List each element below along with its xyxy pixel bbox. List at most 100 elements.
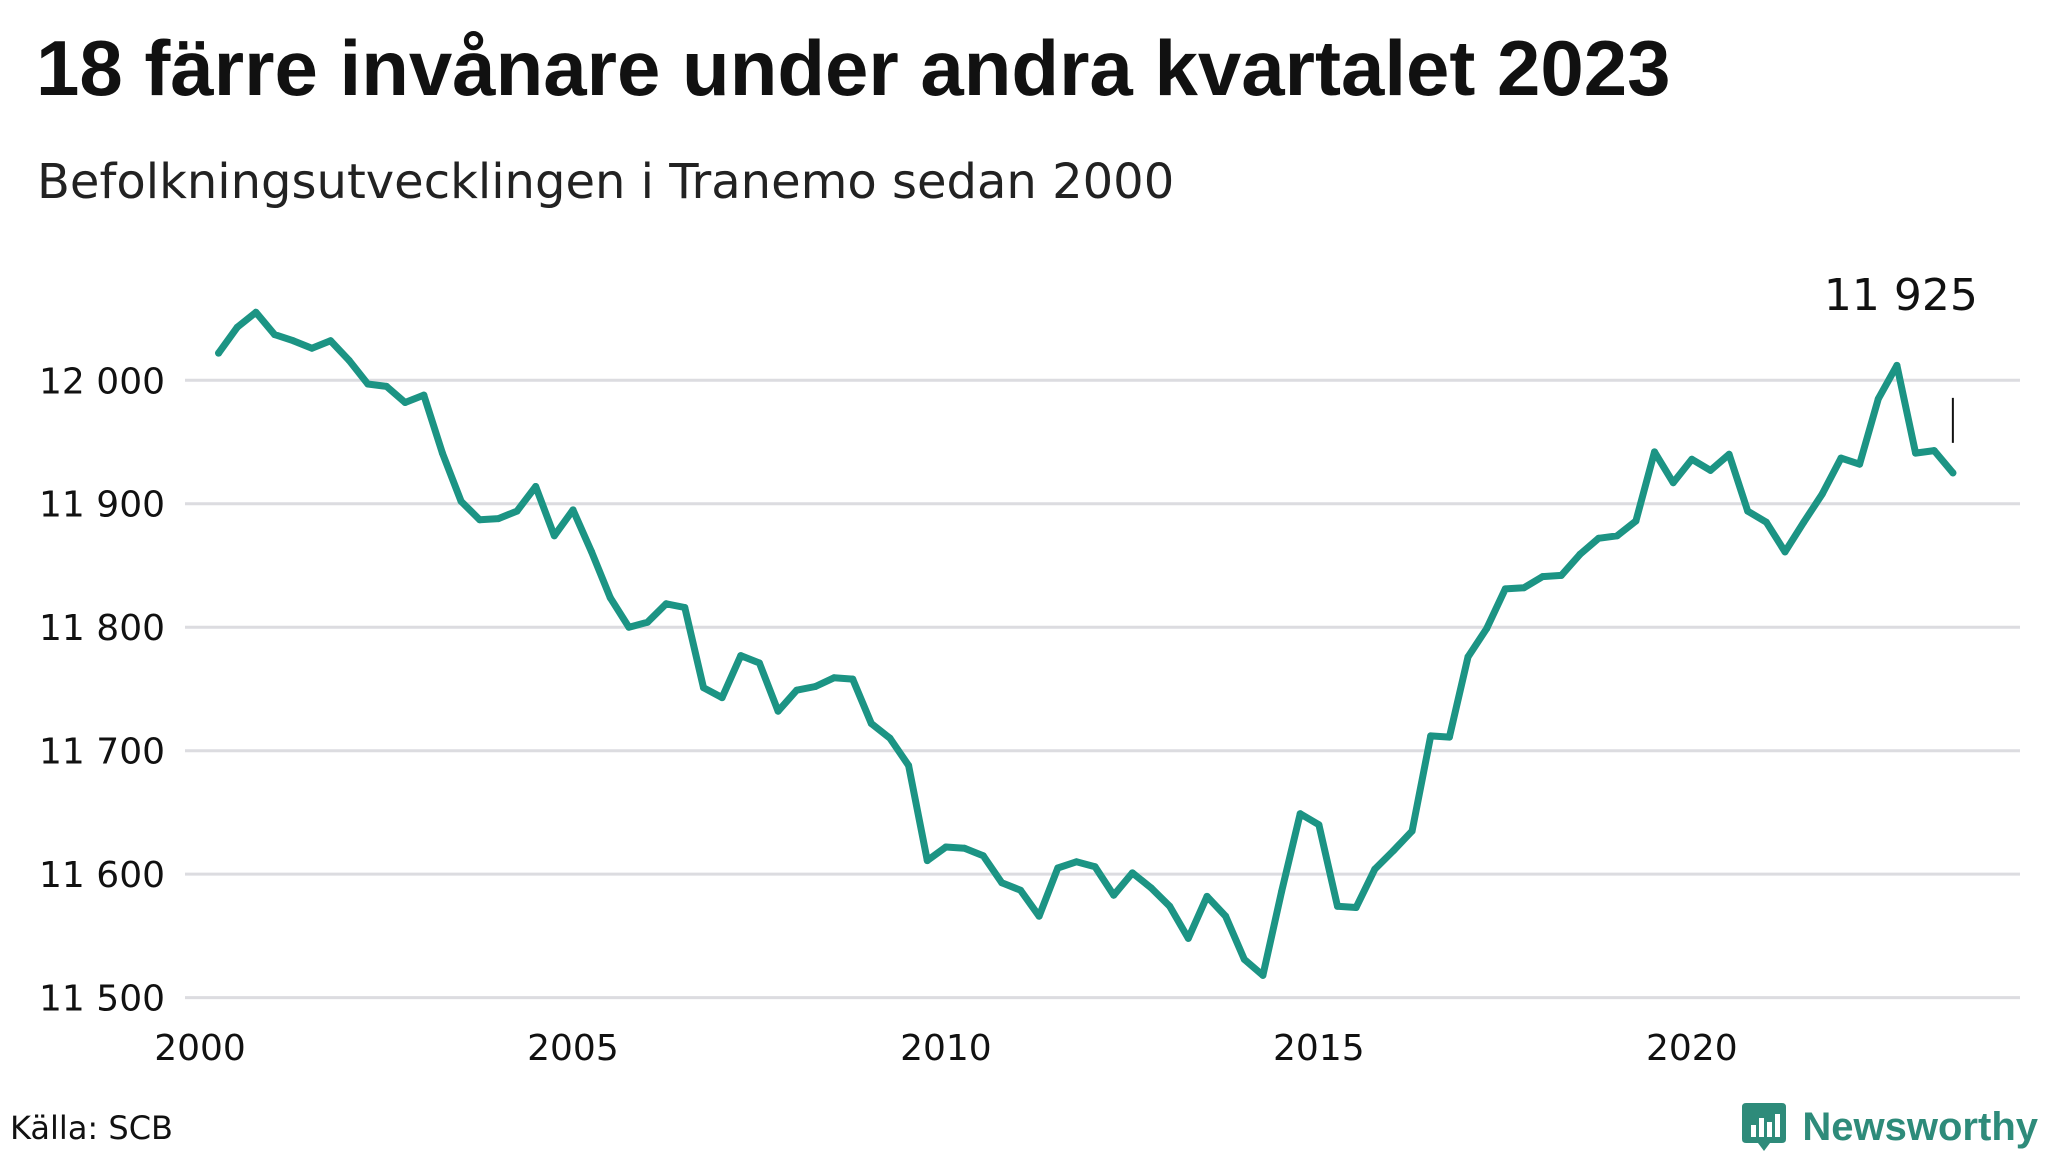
data-point [793,686,801,694]
newsworthy-logo-icon [1742,1103,1787,1151]
data-point [979,852,987,860]
data-point [1501,585,1509,593]
data-point [830,674,838,682]
x-tick-label: 2000 [154,1028,246,1069]
data-point [1128,869,1136,877]
data-point [494,515,502,523]
y-tick-label: 11 600 [39,855,165,896]
data-point [1856,460,1864,468]
data-point [1203,892,1211,900]
data-point [215,349,223,357]
data-point [1278,888,1286,895]
data-point [1054,864,1062,872]
data-point [550,532,558,540]
data-point [1632,517,1640,525]
data-point [1352,904,1360,911]
data-point [1893,361,1901,369]
data-point [1595,534,1603,542]
chart-subtitle: Befolkningsutvecklingen i Tranemo sedan … [37,154,1175,210]
data-point [1688,455,1696,463]
data-point [289,337,297,345]
data-point [569,506,577,514]
data-point [513,507,521,515]
data-point [1240,955,1248,963]
data-point [1483,625,1491,632]
data-point [1315,821,1323,829]
data-point [271,331,279,339]
data-point [867,720,875,727]
data-point [625,623,633,631]
end-value-label: 11 925 [1824,270,1978,321]
data-point [681,604,689,611]
data-point [1725,450,1733,458]
data-point [606,594,614,602]
data-point [1613,532,1621,540]
series-group [215,308,1957,979]
data-point [1147,884,1155,892]
data-point [1445,733,1453,741]
data-point [1427,732,1435,740]
y-tick-label: 11 900 [39,485,165,526]
y-tick-label: 11 700 [39,732,165,773]
newsworthy-brand: Newsworthy [1738,1098,2038,1156]
data-point [923,857,931,865]
data-point [1389,847,1397,855]
data-point [718,694,726,702]
data-point [457,497,465,505]
data-point [1091,863,1099,871]
x-tick-label: 2010 [900,1028,992,1069]
end-annotation: 11 925 [1824,270,1978,443]
data-point [961,844,968,852]
data-point [1781,548,1789,556]
data-point [233,323,241,331]
data-point [1762,518,1770,526]
data-point [737,652,745,660]
data-point [644,618,651,626]
gridlines [185,378,2020,1000]
data-point [364,380,372,388]
data-point [308,344,316,352]
data-point [476,516,484,524]
data-point [1110,891,1118,899]
data-point [438,449,446,457]
data-point [1744,507,1752,515]
data-point [1576,550,1584,558]
data-point [1408,827,1416,835]
data-point [1837,454,1845,462]
x-axis-labels: 2000 2005 2010 2015 2020 [154,1028,1737,1069]
data-point [532,483,540,490]
data-point [252,308,260,316]
data-point [1035,912,1043,920]
data-point [345,357,353,364]
data-point [1669,479,1677,487]
data-point [1072,858,1080,866]
population-line-chart: 11 500 11 600 11 700 11 800 11 900 12 000 200… [39,270,2020,1069]
chart-title: 18 färre invånare under andra kvartalet … [36,24,1671,112]
x-tick-label: 2020 [1646,1028,1738,1069]
data-point [811,683,819,690]
data-point [327,337,334,345]
data-point [774,707,782,715]
data-point [1818,490,1826,498]
data-point [1800,518,1808,526]
data-point [886,734,894,742]
data-point [588,548,596,556]
data-point [1017,886,1024,894]
data-point [1707,466,1714,474]
data-point [1166,902,1174,910]
y-tick-label: 11 500 [39,979,165,1020]
series-line [215,308,1957,979]
data-point [905,762,913,769]
x-tick-label: 2005 [527,1028,619,1069]
y-tick-label: 11 800 [39,608,165,649]
data-point [1949,469,1957,477]
data-point [420,391,428,399]
data-point [755,659,763,667]
data-point [700,684,707,692]
brand-name: Newsworthy [1802,1104,2038,1149]
data-point [1222,912,1230,920]
data-point [998,879,1006,887]
data-point [1334,902,1341,910]
data-point [1371,865,1379,873]
y-tick-label: 12 000 [39,361,165,402]
